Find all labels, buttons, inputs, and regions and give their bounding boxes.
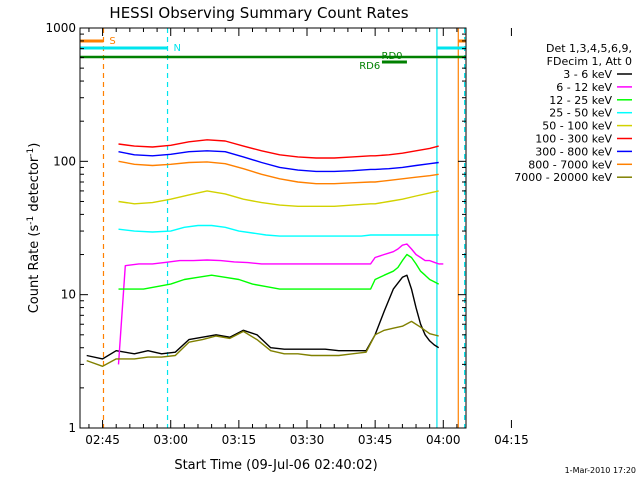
series-line-1 <box>117 243 444 365</box>
legend: Det 1,3,4,5,6,9, FDecim 1, Att 0 3 - 6 k… <box>514 42 632 184</box>
legend-label-6: 300 - 800 keV <box>535 145 612 158</box>
series-line-4 <box>118 190 439 208</box>
series-group <box>86 139 444 367</box>
x-tick-label: 02:45 <box>85 433 120 447</box>
x-tick-label: 03:15 <box>222 433 257 447</box>
y-axis-ticks: 1 10 100 1000 <box>45 21 466 435</box>
x-tick-label: 04:15 <box>494 433 529 447</box>
legend-label-8: 7000 - 20000 keV <box>514 171 612 184</box>
y-axis-label-mid: detector <box>27 156 42 216</box>
series-line-6 <box>118 150 439 173</box>
y-axis-label-main: Count Rate (s <box>27 225 42 314</box>
y-axis-label-end: ) <box>27 143 42 148</box>
legend-label-3: 25 - 50 keV <box>549 107 612 120</box>
legend-label-5: 100 - 300 keV <box>535 133 612 146</box>
legend-header-line1: Det 1,3,4,5,6,9, <box>546 42 632 55</box>
series-line-0 <box>86 274 440 360</box>
legend-label-1: 6 - 12 keV <box>556 81 612 94</box>
legend-label-7: 800 - 7000 keV <box>528 158 612 171</box>
legend-label-2: 12 - 25 keV <box>549 94 612 107</box>
y-axis-label-sup2: -1 <box>26 148 36 157</box>
series-line-7 <box>118 160 439 185</box>
series-line-3 <box>118 224 439 237</box>
y-axis-label: Count Rate (s-1 detector-1) <box>26 143 42 314</box>
x-tick-label: 04:00 <box>426 433 461 447</box>
x-tick-label: 03:45 <box>358 433 393 447</box>
legend-label-4: 50 - 100 keV <box>542 120 612 133</box>
x-axis-ticks: 02:45 03:00 03:15 03:30 03:45 04:00 04:15 <box>85 28 529 447</box>
x-axis-label: Start Time (09-Jul-06 02:40:02) <box>174 458 377 473</box>
x-tick-label: 03:00 <box>153 433 188 447</box>
series-line-8 <box>86 320 439 367</box>
y-axis-label-sup1: -1 <box>26 216 36 225</box>
legend-label-0: 3 - 6 keV <box>563 68 612 81</box>
series-line-2 <box>118 253 440 290</box>
saa-label: S <box>109 36 115 47</box>
y-tick-label: 100 <box>53 154 76 168</box>
timestamp: 1-Mar-2010 17:20 <box>565 466 636 475</box>
night-label: N <box>173 43 180 54</box>
chart-title: HESSI Observing Summary Count Rates <box>109 4 408 22</box>
series-line-5 <box>118 139 439 159</box>
y-tick-label: 1 <box>68 421 76 435</box>
legend-header-line2: FDecim 1, Att 0 <box>547 55 632 68</box>
x-tick-label: 03:30 <box>290 433 325 447</box>
plot-frame <box>79 27 467 429</box>
y-tick-label: 1000 <box>45 21 76 35</box>
rd0-label: RD0 <box>382 51 403 62</box>
rd6-label: RD6 <box>359 61 380 72</box>
y-tick-label: 10 <box>61 288 76 302</box>
